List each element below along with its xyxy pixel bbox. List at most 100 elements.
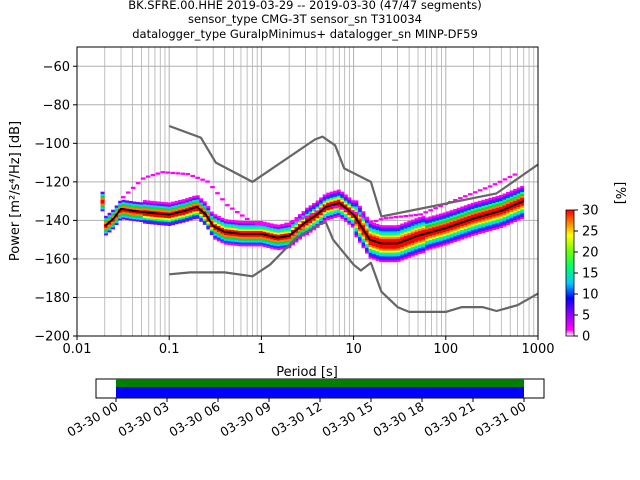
psd-cell bbox=[146, 202, 151, 205]
psd-cell bbox=[209, 213, 214, 216]
psd-cell bbox=[417, 232, 422, 235]
psd-cell bbox=[379, 234, 384, 238]
psd-cell bbox=[149, 200, 154, 204]
psd-cell bbox=[347, 214, 352, 218]
psd-cell bbox=[262, 237, 267, 240]
psd-cell bbox=[290, 237, 295, 240]
psd-cell bbox=[417, 240, 422, 243]
psd-cell bbox=[343, 217, 348, 220]
psd-cell bbox=[259, 224, 264, 228]
psd-cell bbox=[365, 222, 369, 225]
psd-cell bbox=[107, 224, 112, 227]
psd-cell bbox=[513, 206, 518, 209]
psd-cell bbox=[410, 238, 415, 242]
psd-cell bbox=[289, 220, 295, 224]
psd-cell bbox=[433, 207, 438, 210]
psd-cell bbox=[178, 213, 183, 216]
psd-cell bbox=[446, 242, 451, 245]
psd-cell bbox=[463, 207, 468, 210]
psd-cell bbox=[107, 212, 112, 216]
psd-cell bbox=[389, 234, 394, 238]
psd-cell bbox=[322, 202, 327, 205]
psd-cell bbox=[484, 200, 489, 204]
psd-cell bbox=[340, 191, 345, 194]
psd-cell bbox=[248, 228, 253, 232]
psd-cell bbox=[139, 206, 144, 209]
psd-cell bbox=[266, 239, 271, 243]
psd-cell bbox=[234, 241, 239, 244]
psd-cell bbox=[121, 213, 126, 216]
psd-cell bbox=[372, 236, 377, 239]
psd-cell bbox=[520, 216, 525, 220]
psd-cell bbox=[165, 171, 171, 174]
psd-cell bbox=[502, 220, 507, 223]
psd-cell bbox=[174, 208, 179, 211]
psd-cell bbox=[467, 211, 472, 215]
psd-cell bbox=[435, 222, 440, 225]
psd-cell bbox=[350, 202, 355, 205]
psd-cell bbox=[456, 226, 461, 230]
mode-curve bbox=[104, 200, 525, 245]
psd-cell bbox=[308, 224, 313, 227]
psd-cell bbox=[393, 244, 398, 247]
psd-cell bbox=[118, 200, 123, 204]
psd-cell bbox=[304, 215, 310, 218]
psd-cell bbox=[132, 218, 137, 222]
psd-cell bbox=[206, 225, 211, 228]
psd-cell bbox=[241, 230, 246, 233]
psd-cell bbox=[252, 228, 257, 232]
psd-cell bbox=[213, 221, 218, 225]
psd-cell bbox=[350, 225, 355, 228]
psd-cell bbox=[315, 202, 320, 205]
psd-cell bbox=[516, 212, 521, 215]
psd-cell bbox=[192, 209, 197, 212]
psd-cell bbox=[379, 238, 384, 241]
psd-cell bbox=[488, 228, 493, 232]
psd-cell bbox=[467, 234, 472, 238]
psd-cell bbox=[520, 212, 525, 216]
psd-cell bbox=[513, 215, 518, 219]
psd-cell bbox=[298, 227, 302, 230]
psd-cell bbox=[492, 183, 498, 186]
psd-cell bbox=[389, 254, 394, 257]
psd-cell bbox=[488, 201, 493, 205]
psd-cell bbox=[185, 211, 190, 214]
psd-cell bbox=[315, 204, 320, 207]
timeline-tick-label: 03-30 21 bbox=[421, 399, 477, 440]
psd-cell bbox=[354, 235, 359, 238]
psd-cell bbox=[520, 193, 525, 196]
psd-cell bbox=[491, 218, 496, 221]
psd-cell bbox=[132, 205, 137, 208]
psd-cell bbox=[333, 192, 338, 195]
psd-cell bbox=[361, 217, 366, 220]
psd-cell bbox=[149, 202, 154, 206]
psd-cell bbox=[326, 202, 331, 205]
psd-cell bbox=[104, 227, 108, 230]
psd-cell bbox=[382, 236, 387, 240]
psd-cell bbox=[336, 206, 341, 210]
psd-cell bbox=[273, 245, 278, 248]
psd-cell bbox=[340, 216, 345, 220]
psd-cell bbox=[153, 206, 158, 210]
psd-cell bbox=[449, 223, 454, 226]
psd-cell bbox=[516, 218, 521, 221]
psd-cell bbox=[167, 202, 172, 205]
psd-cell bbox=[192, 216, 197, 220]
psd-cell bbox=[396, 246, 401, 249]
psd-cell bbox=[220, 233, 225, 236]
psd-cell bbox=[516, 204, 521, 208]
psd-cell bbox=[435, 220, 440, 223]
psd-cell bbox=[474, 211, 479, 214]
psd-cell bbox=[417, 245, 422, 249]
psd-cell bbox=[225, 204, 230, 207]
psd-cell bbox=[308, 209, 313, 212]
psd-cell bbox=[509, 202, 514, 205]
psd-cell bbox=[382, 254, 387, 257]
psd-cell bbox=[403, 253, 408, 256]
psd-cell bbox=[298, 214, 302, 217]
psd-cell bbox=[453, 235, 458, 239]
psd-cell bbox=[509, 211, 514, 214]
psd-cell bbox=[393, 232, 398, 236]
psd-cell bbox=[195, 210, 200, 213]
psd-cell bbox=[118, 202, 123, 206]
